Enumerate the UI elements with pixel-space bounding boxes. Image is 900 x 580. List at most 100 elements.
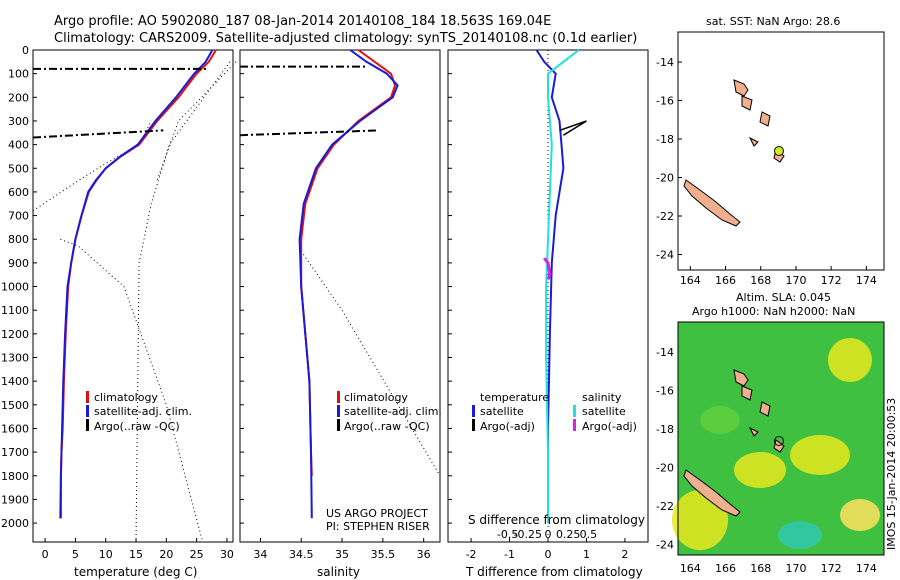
sla-anomaly-patch [672, 490, 728, 550]
temperature-ytick-label: 1900 [1, 493, 29, 506]
temperature-ytick-label: 1100 [1, 304, 29, 317]
difference-series-t-argo [559, 120, 587, 136]
sla-anomaly-patch [840, 499, 880, 531]
sst-ytick-label: -16 [656, 95, 674, 108]
legend-title-salinity: salinity [582, 391, 622, 404]
sla-xtick-label: 164 [680, 562, 701, 575]
temperature-envelope-line [135, 61, 231, 543]
salinity-series-line [298, 49, 399, 519]
temperature-ytick-label: 500 [8, 162, 29, 175]
difference-xtick-label: -1 [504, 548, 515, 561]
sst-ytick-label: -22 [656, 210, 674, 223]
legend-swatch-argo [337, 419, 340, 431]
salinity-plot: 34 34.5 35 35.5 36 [239, 49, 441, 561]
sla-map-title-line2: Argo h1000: NaN h2000: NaN [692, 305, 855, 318]
sst-xtick-label: 172 [821, 274, 842, 287]
temperature-xtick-label: 15 [129, 548, 143, 561]
temperature-ytick-label: 1700 [1, 446, 29, 459]
temperature-ytick-label: 0 [22, 44, 29, 57]
difference-xtick-label: -2 [466, 548, 477, 561]
sla-map-title-line1: Altim. SLA: 0.045 [736, 291, 831, 304]
sla-xtick-label: 168 [750, 562, 771, 575]
legend-swatch-t-satellite [472, 405, 475, 417]
sla-map-frame [677, 321, 885, 556]
sst-xtick-label: 166 [715, 274, 736, 287]
sla-ytick-label: -18 [656, 423, 674, 436]
difference-s-xtick-label: 0.5 [580, 528, 598, 541]
sla-ytick-label: -14 [656, 346, 674, 359]
temperature-envelope-line [60, 238, 204, 543]
sla-xtick-label: 174 [856, 562, 877, 575]
sst-island [683, 179, 741, 227]
temperature-envelope-line [156, 61, 237, 181]
difference-xtick-label: 0 [545, 548, 552, 561]
sla-xtick-label: 170 [785, 562, 806, 575]
temperature-ytick-label: 900 [8, 257, 29, 270]
temperature-legend: climatology satellite-adj. clim. Argo(..… [86, 391, 192, 433]
sst-island [748, 136, 759, 147]
temperature-xtick-label: 0 [42, 548, 49, 561]
sla-anomaly-patch [778, 521, 822, 549]
sla-ytick-label: -22 [656, 500, 674, 513]
sst-map-title: sat. SST: NaN Argo: 28.6 [706, 15, 840, 28]
t-difference-xlabel: T difference from climatology [465, 565, 643, 579]
temperature-ytick-label: 1000 [1, 281, 29, 294]
temperature-xtick-label: 20 [159, 548, 173, 561]
legend-label-s-argo: Argo(-adj) [582, 420, 637, 433]
legend-swatch-s-satellite [573, 405, 576, 417]
sst-ytick-label: -18 [656, 133, 674, 146]
sla-island [759, 401, 771, 417]
legend-label-s-satellite: satellite [582, 405, 626, 418]
temperature-xtick-label: 25 [190, 548, 204, 561]
legend-label-climatology: climatology [94, 391, 158, 404]
difference-plot: -2 -1 0 1 2-0.5-0.25 0 0.25 0.5 [448, 49, 628, 561]
sla-island [748, 426, 759, 437]
temperature-panel [32, 49, 234, 543]
difference-xtick-label: 1 [583, 548, 590, 561]
sst-ytick-label: -14 [656, 56, 674, 69]
sla-ytick-label: -16 [656, 385, 674, 398]
sla-anomaly-patch [700, 406, 740, 434]
salinity-xtick-label: 35 [335, 548, 349, 561]
temperature-series-line [59, 49, 217, 519]
difference-s-xtick-label: 0.25 [556, 528, 581, 541]
difference-xtick-label: 2 [621, 548, 628, 561]
sst-ytick-label: -24 [656, 249, 674, 262]
header-line1: Argo profile: AO 5902080_187 08-Jan-2014… [54, 14, 551, 29]
sla-island [741, 385, 753, 401]
temperature-ytick-label: 1300 [1, 352, 29, 365]
sst-argo-marker [774, 146, 784, 156]
temperature-ytick-label: 600 [8, 186, 29, 199]
temperature-xlabel: temperature (deg C) [74, 565, 197, 579]
difference-legend: temperature satellite Argo(-adj) salinit… [472, 391, 637, 433]
legend-label-satellite: satellite-adj. clim. [94, 405, 192, 418]
legend-swatch-satellite [337, 405, 340, 417]
salinity-xtick-label: 34 [253, 548, 267, 561]
sla-anomaly-patch [828, 338, 872, 382]
project-line2: PI: STEPHEN RISER [326, 520, 430, 533]
sla-ytick-label: -20 [656, 462, 674, 475]
salinity-xlabel: salinity [317, 565, 360, 579]
sst-island [759, 111, 771, 127]
salinity-xtick-label: 36 [417, 548, 431, 561]
legend-swatch-satellite [86, 405, 89, 417]
legend-swatch-t-argo [472, 419, 475, 431]
difference-series-s-satellite [545, 49, 580, 524]
legend-label-t-satellite: satellite [480, 405, 524, 418]
temperature-ytick-label: 800 [8, 233, 29, 246]
salinity-envelope-line [300, 250, 441, 477]
legend-swatch-argo [86, 419, 89, 431]
temperature-ytick-label: 700 [8, 210, 29, 223]
difference-series-s-argo [543, 257, 552, 280]
salinity-legend: climatology satellite-adj. clim. Argo(..… [337, 391, 442, 433]
temperature-ytick-label: 2000 [1, 517, 29, 530]
salinity-xtick-label: 34.5 [289, 548, 314, 561]
sst-xtick-label: 170 [785, 274, 806, 287]
project-line1: US ARGO PROJECT [326, 507, 428, 520]
temperature-ytick-label: 400 [8, 139, 29, 152]
legend-label-climatology: climatology [344, 391, 408, 404]
temperature-ytick-label: 1200 [1, 328, 29, 341]
temperature-ytick-label: 200 [8, 91, 29, 104]
legend-label-argo: Argo(..raw -QC) [94, 420, 180, 433]
